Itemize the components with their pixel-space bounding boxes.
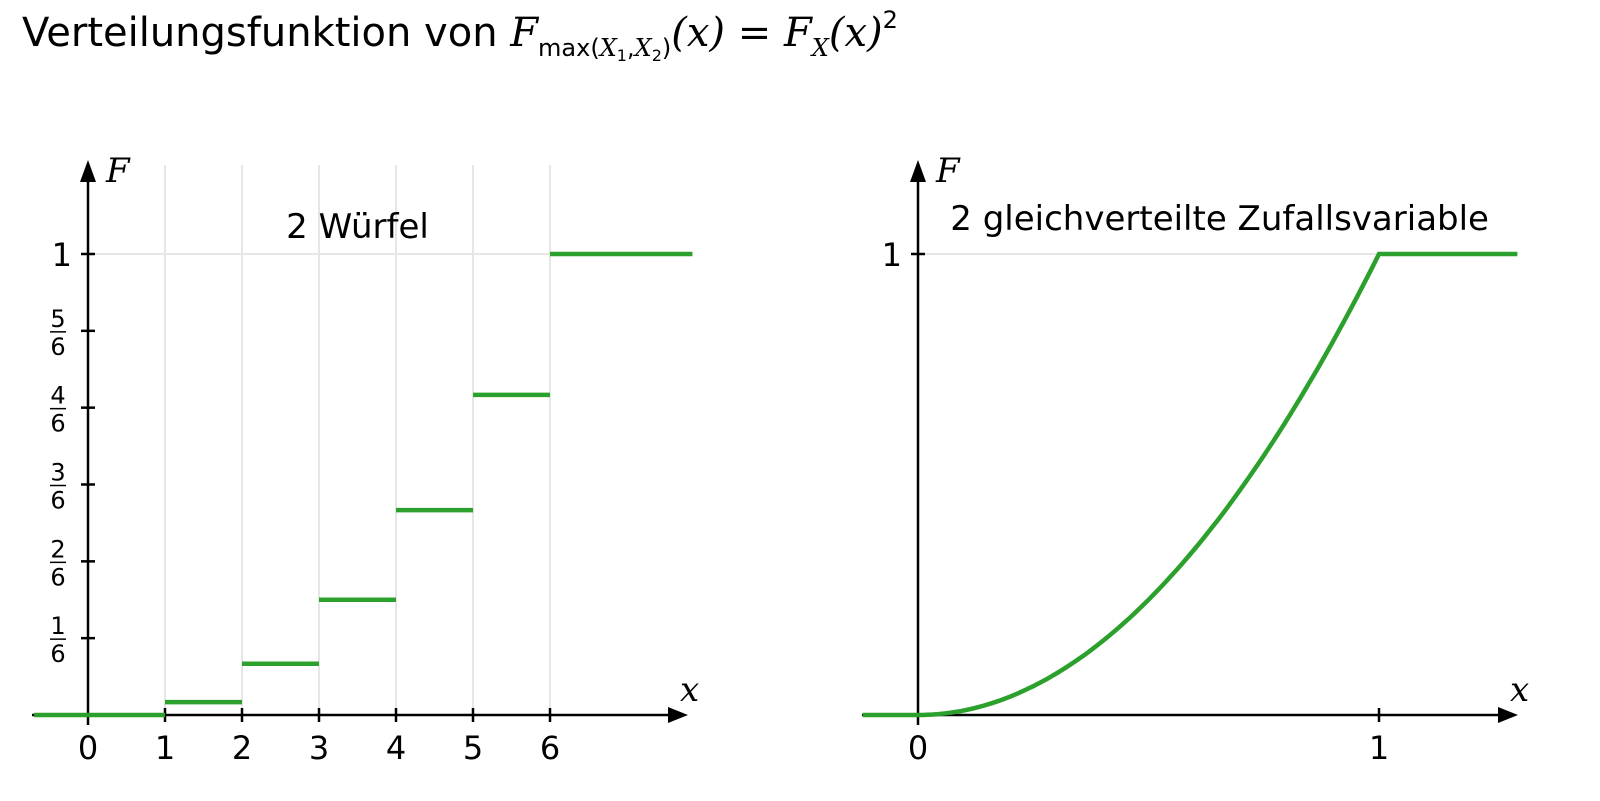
- title-equals: =: [725, 10, 784, 56]
- panel1-y-tick-denominator: 6: [50, 563, 65, 591]
- panel1-annotation: 2 Würfel: [286, 207, 429, 247]
- panel1-y-tick-denominator: 6: [50, 487, 65, 515]
- panel1-y-tick-numerator: 5: [50, 305, 65, 333]
- title-prefix: Verteilungsfunktion von: [22, 10, 511, 56]
- panel1-x-tick-label: 0: [78, 729, 98, 767]
- panel2-x-axis-label: x: [1510, 670, 1529, 710]
- panel1-y-tick-label: 1: [52, 236, 72, 274]
- title-subscript: max(X1,X2): [538, 34, 672, 65]
- title-formula: Fmax(X1,X2)(x) = FX(x)2: [510, 6, 898, 65]
- title-sub-close: ): [661, 34, 672, 62]
- panel1-y-tick-numerator: 2: [50, 535, 65, 563]
- panel1-y-tick-denominator: 6: [50, 333, 65, 361]
- panel1-y-tick-numerator: 3: [50, 459, 65, 487]
- panel1-y-tick-denominator: 6: [50, 410, 65, 438]
- panel1-x-tick-label: 1: [155, 729, 175, 767]
- title-rhs-sup: 2: [882, 6, 898, 34]
- panel2-y-tick-label: 1: [882, 236, 902, 274]
- panel1-y-tick-denominator: 6: [50, 640, 65, 668]
- panel2-y-axis-label: F: [935, 151, 961, 191]
- panel1-x-tick-label: 2: [232, 729, 252, 767]
- title-rhs-F: F: [784, 10, 812, 56]
- title-sub-1: 1: [616, 46, 627, 65]
- panel1-x-tick-label: 4: [386, 729, 406, 767]
- title-sub-X2: X: [634, 34, 652, 62]
- title-arg: (x): [671, 10, 726, 56]
- panel1-y-tick-numerator: 4: [50, 382, 65, 410]
- title-F: F: [510, 10, 539, 56]
- panel1-y-tick-numerator: 1: [50, 612, 65, 640]
- panel1-y-axis-label: F: [105, 151, 131, 191]
- title-sub-2: 2: [651, 46, 662, 65]
- title-sub-max: max(: [538, 34, 600, 62]
- title-sub-X1: X: [599, 34, 617, 62]
- title-rhs-sub: X: [811, 34, 829, 62]
- panel2-annotation: 2 gleichverteilte Zufallsvariable: [950, 199, 1489, 239]
- panel1-x-tick-label: 3: [309, 729, 329, 767]
- panel1-x-axis-label: x: [680, 670, 699, 710]
- panel2-cdf-curve: [862, 251, 1518, 718]
- panel1-x-tick-label: 5: [463, 729, 483, 767]
- panel1-y-axis-arrow: [80, 160, 96, 182]
- panel2-x-tick-label: 0: [908, 729, 928, 767]
- panel2-y-axis-arrow: [910, 160, 926, 182]
- panel2-x-axis-arrow: [1498, 707, 1518, 723]
- panel2-x-tick-label: 1: [1369, 729, 1389, 767]
- title-rhs-arg: (x): [828, 10, 883, 56]
- panel1-x-axis-arrow: [668, 707, 688, 723]
- chart-title: Verteilungsfunktion von Fmax(X1,X2)(x) =…: [22, 6, 898, 76]
- title-sub-comma: ,: [626, 34, 635, 62]
- panel1-x-tick-label: 6: [540, 729, 560, 767]
